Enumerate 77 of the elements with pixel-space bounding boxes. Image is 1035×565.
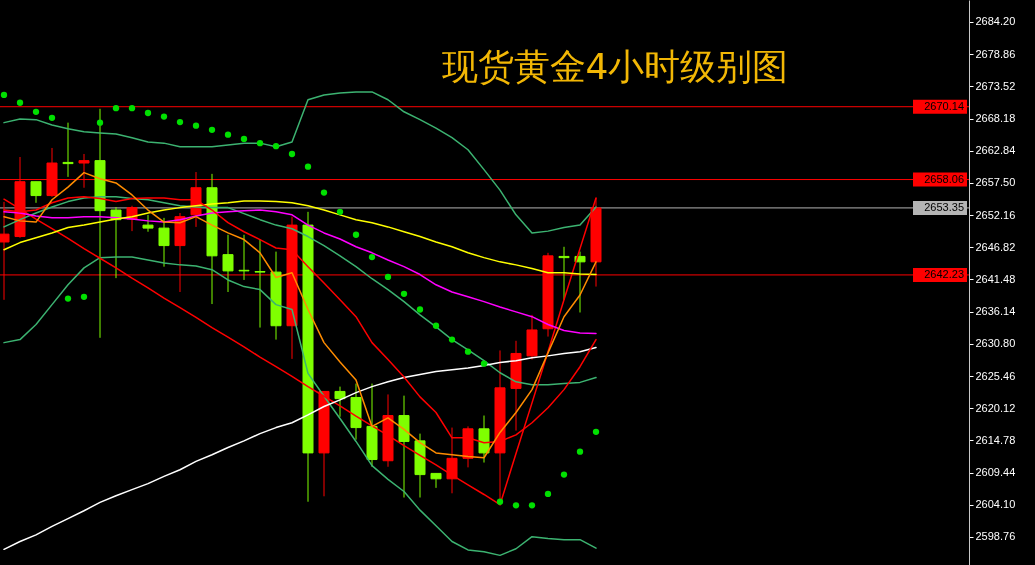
candlestick xyxy=(30,181,42,204)
line-series xyxy=(3,346,597,551)
point xyxy=(240,135,248,143)
point xyxy=(400,290,408,297)
point xyxy=(560,471,568,478)
point xyxy=(80,293,88,300)
y-tick-label: 2684.20 xyxy=(975,15,1016,28)
point xyxy=(48,114,56,121)
y-tick-label: 2598.76 xyxy=(975,530,1016,543)
point xyxy=(512,502,520,509)
y-tick-label: 2673.52 xyxy=(975,79,1016,92)
point xyxy=(32,108,40,115)
line-series xyxy=(3,200,597,276)
candlestick xyxy=(158,217,170,268)
point xyxy=(128,105,136,112)
y-tick-label: 2636.14 xyxy=(975,305,1016,318)
point xyxy=(288,150,296,158)
point xyxy=(176,118,184,126)
point xyxy=(480,360,488,367)
ref-line-label: 2670.14 xyxy=(924,99,964,112)
point xyxy=(496,498,504,505)
y-tick-label: 2646.82 xyxy=(975,240,1016,253)
point xyxy=(432,322,440,329)
point xyxy=(192,122,200,129)
y-tick-label: 2668.18 xyxy=(975,112,1016,125)
y-tick-label: 2604.10 xyxy=(975,498,1016,511)
point xyxy=(528,502,536,509)
point xyxy=(304,163,312,170)
y-tick-label: 2652.16 xyxy=(975,208,1016,221)
y-tick-label: 2614.78 xyxy=(975,433,1016,446)
candlestick xyxy=(558,246,570,301)
y-tick-label: 2620.12 xyxy=(975,401,1016,414)
point xyxy=(0,91,8,99)
text: 现货黄金4小时级别图 xyxy=(441,46,789,87)
y-tick-label: 2662.84 xyxy=(975,144,1016,157)
point xyxy=(272,142,280,150)
point xyxy=(464,348,472,355)
point xyxy=(96,119,104,126)
y-tick-label: 2678.86 xyxy=(975,47,1016,60)
candlestick xyxy=(574,251,586,313)
line-series xyxy=(3,91,597,234)
line-series xyxy=(3,256,597,557)
y-tick-label: 2641.48 xyxy=(975,272,1016,285)
point xyxy=(160,113,168,120)
candlestick xyxy=(142,214,154,233)
ref-line-label: 2653.35 xyxy=(924,200,964,213)
point xyxy=(544,490,552,498)
y-tick-label: 2625.46 xyxy=(975,369,1016,382)
line-series xyxy=(3,209,597,335)
ref-line-label: 2658.06 xyxy=(924,172,964,185)
y-tick-label: 2657.50 xyxy=(975,176,1016,189)
line-series xyxy=(3,196,597,386)
point xyxy=(576,448,584,455)
candlestick xyxy=(254,239,266,329)
point xyxy=(256,139,264,147)
point xyxy=(592,428,600,435)
point xyxy=(16,99,24,106)
point xyxy=(208,126,216,134)
y-tick-label: 2609.44 xyxy=(975,466,1016,479)
point xyxy=(112,105,120,112)
y-tick-label: 2630.80 xyxy=(975,337,1016,350)
point xyxy=(384,273,392,281)
candlestick xyxy=(334,386,346,418)
point xyxy=(336,208,344,215)
point xyxy=(64,295,72,302)
candlestick xyxy=(430,472,442,489)
candlestick xyxy=(62,122,74,178)
point xyxy=(320,189,328,196)
candlestick xyxy=(222,234,234,293)
ref-line-label: 2642.23 xyxy=(924,267,964,280)
point xyxy=(448,336,456,343)
point xyxy=(144,109,152,117)
point xyxy=(368,253,376,261)
point xyxy=(224,131,232,138)
point xyxy=(416,306,424,313)
point xyxy=(352,231,360,238)
candlestick xyxy=(238,234,250,281)
